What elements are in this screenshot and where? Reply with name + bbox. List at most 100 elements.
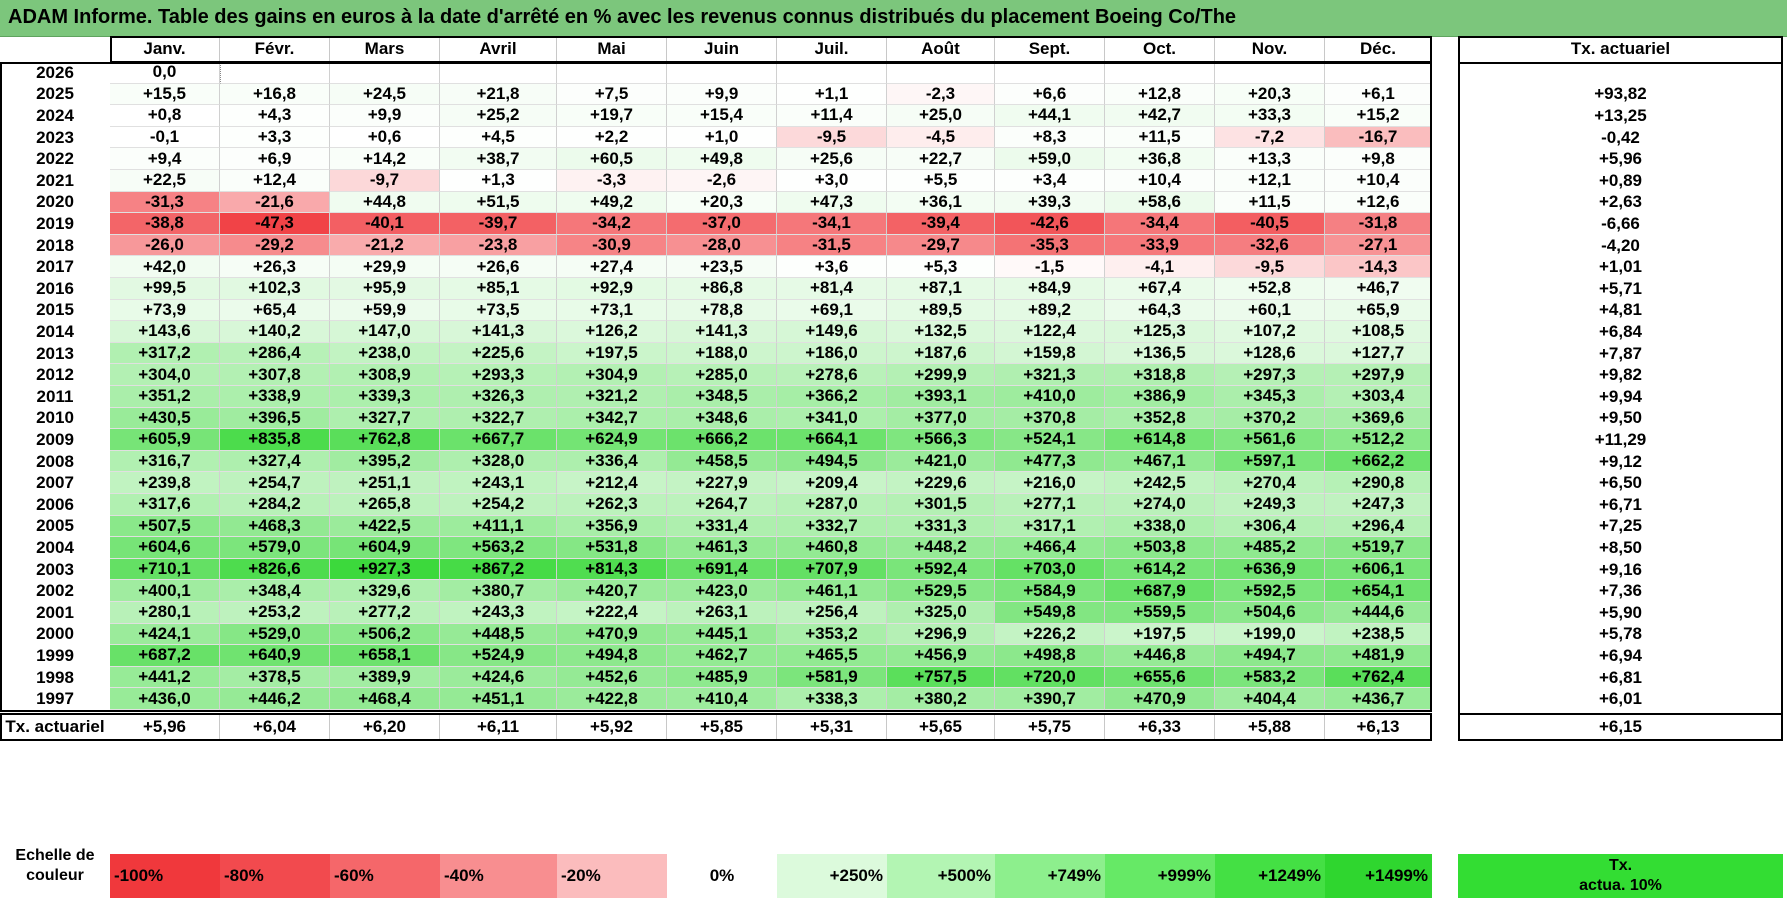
value-cell: +448,2 xyxy=(887,537,995,559)
rate-cell: +9,94 xyxy=(1598,386,1642,406)
value-cell: +624,9 xyxy=(557,429,667,451)
value-cell: -42,6 xyxy=(995,213,1105,235)
value-cell: +239,8 xyxy=(110,472,220,494)
value-cell: -2,6 xyxy=(667,170,777,192)
year-label: 2019 xyxy=(36,213,74,233)
value-cell: +304,9 xyxy=(557,364,667,386)
value-cell: +3,3 xyxy=(220,126,330,149)
value-cell: +524,1 xyxy=(995,429,1105,451)
value-cell: +1,3 xyxy=(440,170,557,192)
value-cell: +348,6 xyxy=(667,407,777,430)
value-cell: +6,1 xyxy=(1325,83,1432,106)
value-cell: +25,6 xyxy=(777,148,887,170)
year-label: 2017 xyxy=(36,257,74,277)
value-cell: +140,2 xyxy=(220,321,330,343)
year-label: 2022 xyxy=(36,149,74,169)
value-cell: -29,7 xyxy=(887,234,995,257)
value-cell: +494,7 xyxy=(1215,645,1325,667)
rate-cell: -4,20 xyxy=(1601,235,1640,255)
year-label: 2026 xyxy=(36,62,74,82)
value-cell: +327,7 xyxy=(330,407,440,430)
value-cell: +720,0 xyxy=(995,666,1105,689)
value-cell: +3,0 xyxy=(777,170,887,192)
year-label: 2011 xyxy=(36,386,74,406)
value-cell: +400,1 xyxy=(110,580,220,602)
value-cell: +9,4 xyxy=(110,148,220,170)
value-cell: +73,9 xyxy=(110,299,220,322)
value-cell: +122,4 xyxy=(995,321,1105,343)
value-cell: -32,6 xyxy=(1215,234,1325,257)
value-cell: +141,3 xyxy=(440,321,557,343)
value-cell: +422,8 xyxy=(557,688,667,710)
value-cell: +336,4 xyxy=(557,450,667,473)
year-label: 2005 xyxy=(36,516,74,536)
value-cell: +687,2 xyxy=(110,645,220,667)
rate-cell: +2,63 xyxy=(1598,192,1642,212)
year-label: 2018 xyxy=(36,235,74,255)
value-cell: +14,2 xyxy=(330,148,440,170)
value-cell: +393,1 xyxy=(887,386,995,408)
value-cell: +81,4 xyxy=(777,278,887,300)
value-cell: +468,3 xyxy=(220,515,330,538)
year-label: 2013 xyxy=(36,343,74,363)
value-cell: +339,3 xyxy=(330,386,440,408)
value-cell: +59,9 xyxy=(330,299,440,322)
year-label: 2025 xyxy=(36,84,74,104)
value-cell: -40,1 xyxy=(330,213,440,235)
value-cell: +296,9 xyxy=(887,623,995,646)
value-cell: +242,5 xyxy=(1105,472,1215,494)
value-cell: +328,0 xyxy=(440,450,557,473)
value-cell: +316,7 xyxy=(110,450,220,473)
scale-swatch: +1499% xyxy=(1325,854,1432,898)
value-cell: -47,3 xyxy=(220,213,330,235)
value-cell: +436,7 xyxy=(1325,688,1432,710)
value-cell: +69,1 xyxy=(777,299,887,322)
year-label: 2009 xyxy=(36,429,74,449)
value-cell: +317,2 xyxy=(110,342,220,365)
rate-cell: +9,50 xyxy=(1598,408,1642,428)
column-header-5: Mai xyxy=(557,36,667,62)
rate-cell: +7,36 xyxy=(1598,581,1642,601)
value-cell: +15,2 xyxy=(1325,105,1432,127)
value-cell: +36,1 xyxy=(887,191,995,214)
value-cell: +95,9 xyxy=(330,278,440,300)
value-cell: +549,8 xyxy=(995,602,1105,624)
value-cell: +222,4 xyxy=(557,602,667,624)
value-cell: +477,3 xyxy=(995,450,1105,473)
value-cell: -34,1 xyxy=(777,213,887,235)
value-cell: +566,3 xyxy=(887,429,995,451)
value-cell: -21,6 xyxy=(220,191,330,214)
value-cell: +11,5 xyxy=(1105,126,1215,149)
year-label: 1997 xyxy=(36,689,74,709)
value-cell xyxy=(887,62,995,84)
value-cell: -35,3 xyxy=(995,234,1105,257)
value-cell: +4,3 xyxy=(220,105,330,127)
year-label: 2007 xyxy=(36,473,74,493)
value-cell: +3,4 xyxy=(995,170,1105,192)
value-cell xyxy=(330,62,440,84)
value-cell: +78,8 xyxy=(667,299,777,322)
value-cell: +65,4 xyxy=(220,299,330,322)
value-cell: +297,9 xyxy=(1325,364,1432,386)
rate-cell: +1,01 xyxy=(1598,257,1642,277)
value-cell: +378,5 xyxy=(220,666,330,689)
value-cell: -23,8 xyxy=(440,234,557,257)
value-cell: +5,5 xyxy=(887,170,995,192)
value-cell: +46,7 xyxy=(1325,278,1432,300)
year-label: 2023 xyxy=(36,127,74,147)
value-cell: +461,3 xyxy=(667,537,777,559)
value-cell: +10,4 xyxy=(1105,170,1215,192)
value-cell: -31,3 xyxy=(110,191,220,214)
value-cell: +60,1 xyxy=(1215,299,1325,322)
column-header-10: Oct. xyxy=(1105,36,1215,62)
value-cell: +27,4 xyxy=(557,256,667,278)
year-label: 2006 xyxy=(36,494,74,514)
value-cell: +380,2 xyxy=(887,688,995,710)
value-cell: +89,2 xyxy=(995,299,1105,322)
value-cell: +44,1 xyxy=(995,105,1105,127)
value-cell: +21,8 xyxy=(440,83,557,106)
year-label: 2014 xyxy=(36,321,74,341)
rate-cell: +0,89 xyxy=(1598,170,1642,190)
value-cell: +451,1 xyxy=(440,688,557,710)
rate-cell: +4,81 xyxy=(1598,300,1642,320)
